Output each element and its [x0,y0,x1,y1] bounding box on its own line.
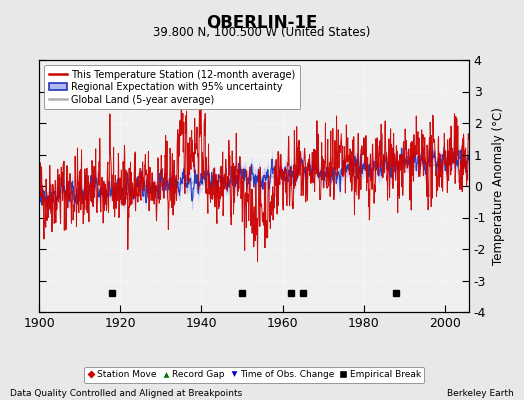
Legend: Station Move, Record Gap, Time of Obs. Change, Empirical Break: Station Move, Record Gap, Time of Obs. C… [84,367,424,383]
Text: Berkeley Earth: Berkeley Earth [447,389,514,398]
Text: 39.800 N, 100.500 W (United States): 39.800 N, 100.500 W (United States) [154,26,370,39]
Y-axis label: Temperature Anomaly (°C): Temperature Anomaly (°C) [492,107,505,265]
Text: Data Quality Controlled and Aligned at Breakpoints: Data Quality Controlled and Aligned at B… [10,389,243,398]
Text: OBERLIN-1E: OBERLIN-1E [206,14,318,32]
